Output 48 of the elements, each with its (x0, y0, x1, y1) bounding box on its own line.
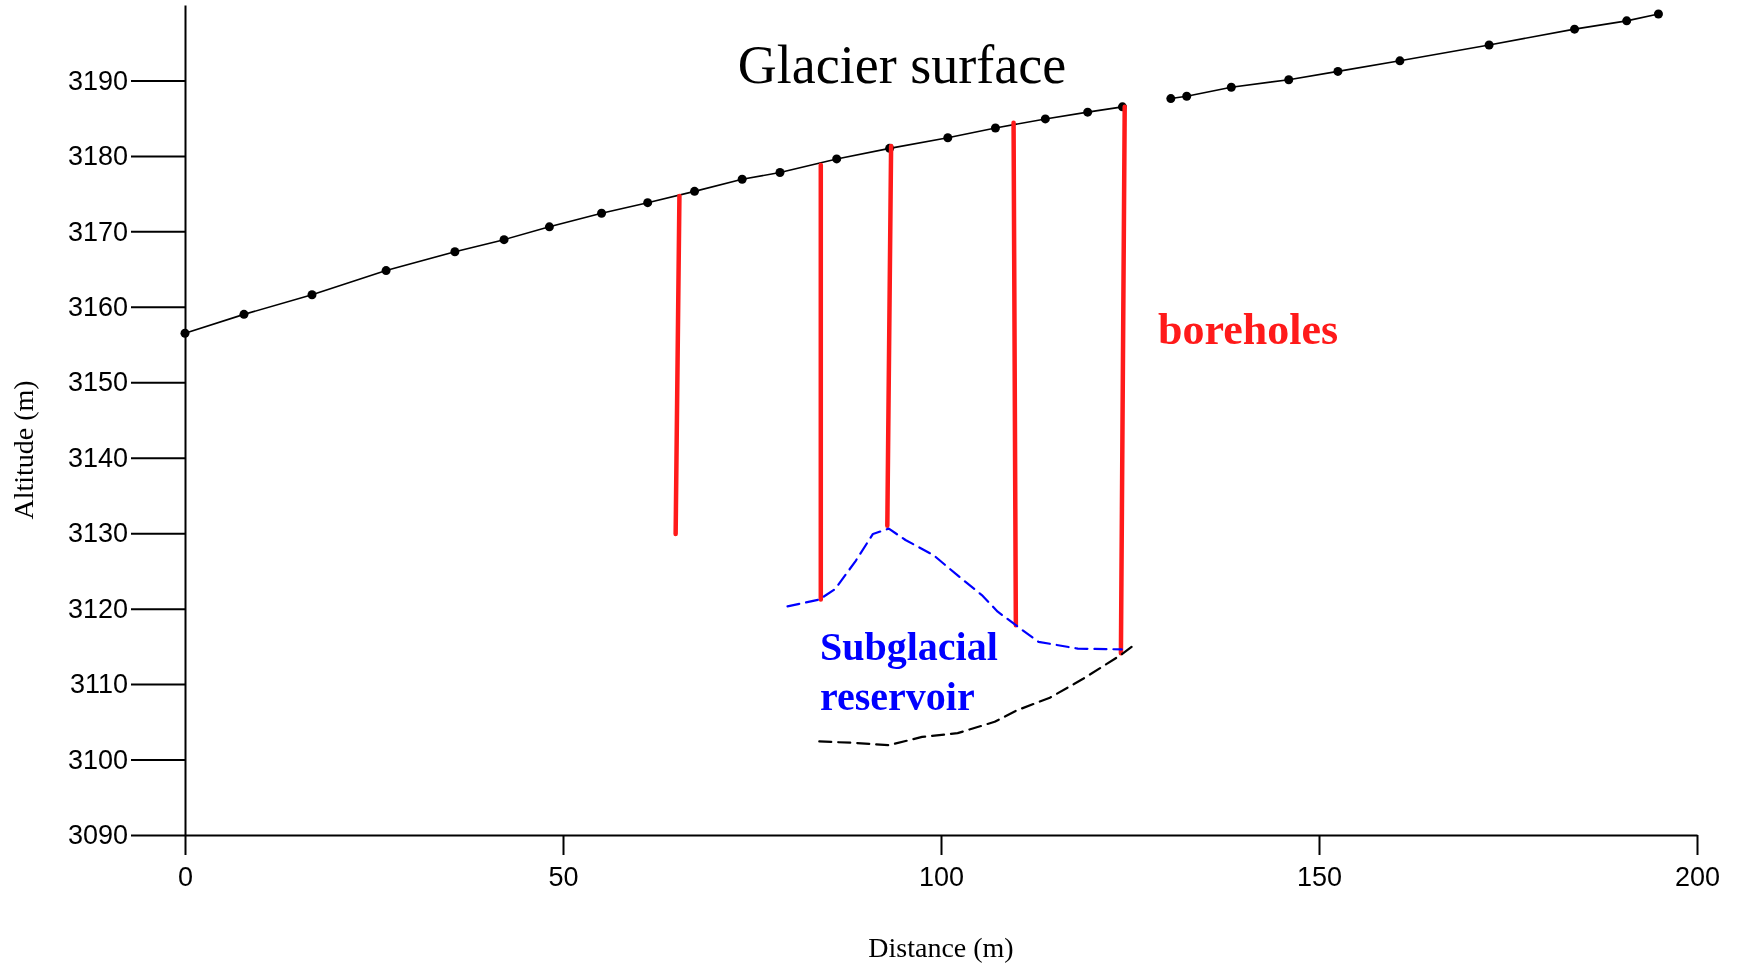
point (544, 222, 554, 232)
x-tick-label: 200 (1674, 862, 1721, 893)
point (690, 186, 700, 196)
point (1570, 24, 1580, 34)
x-tick-label: 50 (548, 862, 579, 893)
x-tick-label: 100 (918, 862, 965, 893)
series-label: boreholes (1158, 305, 1339, 354)
y-axis-title: Altitude (m) (8, 380, 39, 520)
y-tick-label: 3150 (67, 367, 128, 398)
point (943, 133, 953, 143)
point (381, 266, 391, 276)
y-tick-label: 3130 (67, 518, 128, 549)
point (239, 309, 249, 319)
y-tick-label: 3170 (67, 216, 128, 247)
point (1182, 91, 1192, 101)
point (597, 208, 607, 218)
point (737, 174, 747, 184)
point (832, 154, 842, 164)
y-tick-label: 3100 (67, 744, 128, 775)
x-tick-label: 150 (1296, 862, 1343, 893)
point (1622, 16, 1632, 26)
point (1284, 75, 1294, 85)
point (990, 123, 1000, 133)
point (1484, 40, 1494, 50)
point (1395, 56, 1405, 66)
point (1040, 114, 1050, 124)
point (643, 198, 653, 208)
y-tick-label: 3190 (67, 65, 128, 96)
series-label: Subglacial reservoir (820, 624, 998, 719)
series-label: Glacier surface (737, 35, 1067, 95)
y-tick-label: 3140 (67, 442, 128, 473)
y-tick-label: 3120 (67, 593, 128, 624)
y-tick-label: 3180 (67, 141, 128, 172)
point (1653, 9, 1663, 19)
point (1166, 94, 1176, 104)
point (307, 290, 317, 300)
point (1083, 107, 1093, 117)
x-tick-label: 0 (177, 862, 194, 893)
point (450, 247, 460, 257)
point (1333, 66, 1343, 76)
point (1226, 82, 1236, 92)
point (499, 235, 509, 245)
x-axis-title: Distance (m) (868, 932, 1014, 963)
y-tick-label: 3090 (67, 820, 128, 851)
point (180, 328, 190, 338)
point (775, 168, 785, 178)
y-tick-label: 3160 (67, 291, 128, 322)
y-tick-label: 3110 (69, 669, 128, 700)
